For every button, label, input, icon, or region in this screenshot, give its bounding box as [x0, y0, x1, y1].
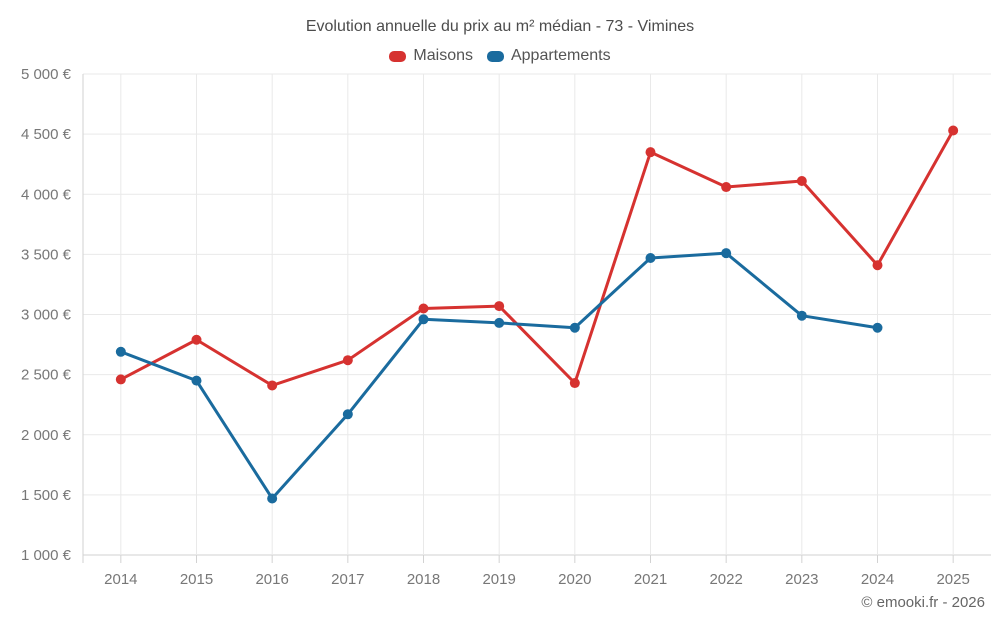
data-point-maisons-2020[interactable]: [569, 378, 580, 389]
data-point-appartements-2024[interactable]: [872, 322, 883, 333]
x-axis-tick-label: 2018: [407, 571, 440, 588]
data-point-appartements-2015[interactable]: [191, 375, 202, 386]
x-axis-tick-label: 2021: [634, 571, 667, 588]
data-point-appartements-2023[interactable]: [796, 310, 807, 321]
y-axis-tick-label: 3 000 €: [21, 307, 72, 324]
data-point-appartements-2019[interactable]: [494, 317, 505, 328]
y-axis-tick-label: 1 500 €: [21, 487, 72, 504]
data-point-appartements-2022[interactable]: [721, 248, 732, 259]
y-axis-tick-label: 4 000 €: [21, 186, 72, 203]
data-point-appartements-2014[interactable]: [115, 346, 126, 357]
x-axis-tick-label: 2014: [104, 571, 137, 588]
y-axis-tick-label: 5 000 €: [21, 66, 72, 83]
x-axis-tick-label: 2015: [180, 571, 213, 588]
x-axis-tick-label: 2019: [482, 571, 515, 588]
x-axis-tick-label: 2024: [861, 571, 894, 588]
data-point-maisons-2017[interactable]: [342, 355, 353, 366]
data-point-maisons-2021[interactable]: [645, 147, 656, 158]
data-point-maisons-2024[interactable]: [872, 260, 883, 271]
x-axis-tick-label: 2016: [255, 571, 288, 588]
legend-item-maisons[interactable]: Maisons: [389, 47, 473, 65]
data-point-appartements-2021[interactable]: [645, 252, 656, 263]
data-point-appartements-2018[interactable]: [418, 314, 429, 325]
data-point-appartements-2017[interactable]: [342, 409, 353, 420]
maisons-legend-label: Maisons: [413, 47, 473, 64]
data-point-maisons-2023[interactable]: [796, 176, 807, 187]
y-axis-tick-label: 3 500 €: [21, 246, 72, 263]
data-point-maisons-2019[interactable]: [494, 301, 505, 312]
y-axis-tick-label: 2 000 €: [21, 427, 72, 444]
x-axis-tick-label: 2017: [331, 571, 364, 588]
data-point-appartements-2016[interactable]: [267, 493, 278, 504]
appartements-legend-swatch-icon: [486, 50, 504, 62]
copyright-credit: © emooki.fr - 2026: [861, 594, 985, 611]
chart-legend: Maisons Appartements: [0, 47, 1000, 65]
data-point-maisons-2016[interactable]: [267, 380, 278, 391]
data-point-maisons-2014[interactable]: [115, 374, 126, 385]
x-axis-tick-label: 2020: [558, 571, 591, 588]
y-axis-tick-label: 1 000 €: [21, 547, 72, 564]
y-axis-tick-label: 4 500 €: [21, 126, 72, 143]
x-axis-tick-label: 2025: [936, 571, 969, 588]
data-point-maisons-2022[interactable]: [721, 182, 732, 193]
x-axis-tick-label: 2022: [709, 571, 742, 588]
data-point-appartements-2020[interactable]: [569, 322, 580, 333]
x-axis-tick-label: 2023: [785, 571, 818, 588]
data-point-maisons-2018[interactable]: [418, 303, 429, 314]
legend-item-appartements[interactable]: Appartements: [486, 47, 611, 65]
data-point-maisons-2025[interactable]: [948, 125, 959, 136]
maisons-legend-swatch-icon: [389, 50, 407, 62]
appartements-legend-label: Appartements: [510, 47, 611, 64]
data-point-maisons-2015[interactable]: [191, 334, 202, 345]
y-axis-tick-label: 2 500 €: [21, 367, 72, 384]
series-line-maisons: [119, 129, 955, 387]
chart-title: Evolution annuelle du prix au m² médian …: [305, 18, 695, 35]
